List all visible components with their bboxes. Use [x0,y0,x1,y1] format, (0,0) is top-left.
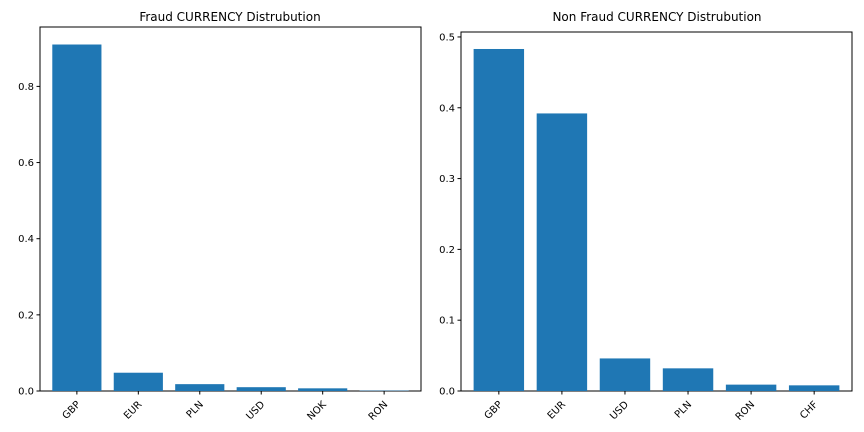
non-fraud-chart-bars [473,48,840,392]
non-fraud-bar-gbp [473,48,525,392]
non-fraud-bar-ron [725,384,777,391]
fraud-chart-title: Fraud CURRENCY Distrubution [139,10,320,24]
fraud-y-tick-label: 0.0 [18,387,34,398]
fraud-bar-pln [175,384,225,391]
non-fraud-y-tick-label: 0.5 [439,32,455,43]
fraud-chart-plot-frame [39,26,422,392]
non-fraud-bar-chf [788,385,840,391]
fraud-chart-y-axis: 0.0 0.2 0.4 0.6 0.8 [18,82,40,398]
non-fraud-bar-usd [599,358,651,391]
fraud-bar-nok [298,388,348,391]
non-fraud-chart-plot-frame [460,31,853,392]
non-fraud-y-tick-label: 0.2 [439,245,455,256]
non-fraud-y-tick-label: 0.0 [439,387,455,398]
fraud-y-tick-label: 0.8 [18,82,34,93]
fraud-bar-eur [113,372,163,391]
non-fraud-chart: Non Fraud CURRENCY Distrubution 0.00.10.… [439,10,853,423]
non-fraud-bar-eur [536,113,588,392]
fraud-y-tick-label: 0.2 [18,310,34,321]
non-fraud-chart-y-axis: 0.0 0.1 0.2 0.3 0.4 0.5 [439,32,461,398]
fraud-y-tick-label: 0.6 [18,158,34,169]
fraud-y-tick-label: 0.4 [18,234,34,245]
fraud-chart-bars [52,44,409,391]
fraud-bar-usd [236,387,286,391]
non-fraud-chart-title: Non Fraud CURRENCY Distrubution [552,10,761,24]
non-fraud-y-tick-label: 0.3 [439,174,455,185]
fraud-bar-gbp [52,44,102,391]
non-fraud-y-tick-label: 0.4 [439,103,455,114]
non-fraud-y-tick-label: 0.1 [439,316,455,327]
non-fraud-bar-pln [662,368,714,391]
